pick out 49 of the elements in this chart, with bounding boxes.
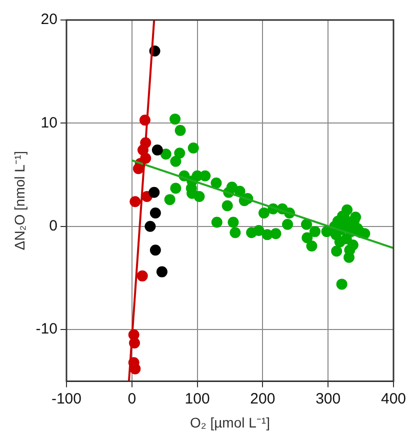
point: [253, 225, 264, 236]
y-tick-label: -10: [36, 320, 58, 338]
point: [310, 226, 321, 238]
point: [222, 200, 233, 212]
x-tick-label: 100: [184, 390, 210, 408]
point: [132, 163, 144, 174]
point: [130, 363, 141, 374]
point: [164, 194, 176, 206]
point: [270, 228, 282, 240]
y-tick-label: 20: [40, 11, 58, 28]
point: [144, 220, 156, 232]
x-axis-title: O₂ [µmol L⁻¹]: [190, 414, 270, 430]
x-tick-label: -100: [51, 390, 82, 408]
point: [306, 240, 318, 252]
point: [160, 148, 172, 160]
y-tick-label: 10: [40, 114, 58, 132]
x-tick-label: 0: [128, 390, 136, 408]
point: [258, 207, 270, 218]
point: [194, 190, 205, 202]
point: [188, 142, 199, 154]
point: [170, 156, 182, 167]
point: [130, 196, 141, 208]
x-tick-label: 300: [316, 390, 341, 408]
point: [200, 170, 211, 182]
point: [152, 144, 163, 156]
point: [174, 124, 186, 136]
point: [302, 232, 313, 244]
point: [156, 266, 168, 278]
point: [234, 186, 246, 197]
point: [228, 216, 239, 228]
point: [211, 216, 222, 228]
point: [331, 246, 342, 257]
y-tick-label: 0: [49, 218, 58, 235]
point: [150, 244, 161, 256]
y-axis-title: ΔN₂O [nmol L⁻¹]: [11, 151, 28, 250]
point: [170, 114, 181, 125]
point: [344, 244, 356, 256]
point: [150, 207, 161, 218]
point: [282, 218, 294, 230]
point: [301, 218, 312, 230]
point: [210, 178, 222, 189]
x-tick-label: 200: [250, 390, 276, 408]
point: [148, 186, 160, 198]
point: [336, 278, 348, 290]
x-tick-label: 400: [380, 390, 406, 408]
point: [174, 148, 186, 159]
point: [230, 227, 241, 238]
point: [170, 182, 182, 194]
point: [136, 270, 148, 282]
